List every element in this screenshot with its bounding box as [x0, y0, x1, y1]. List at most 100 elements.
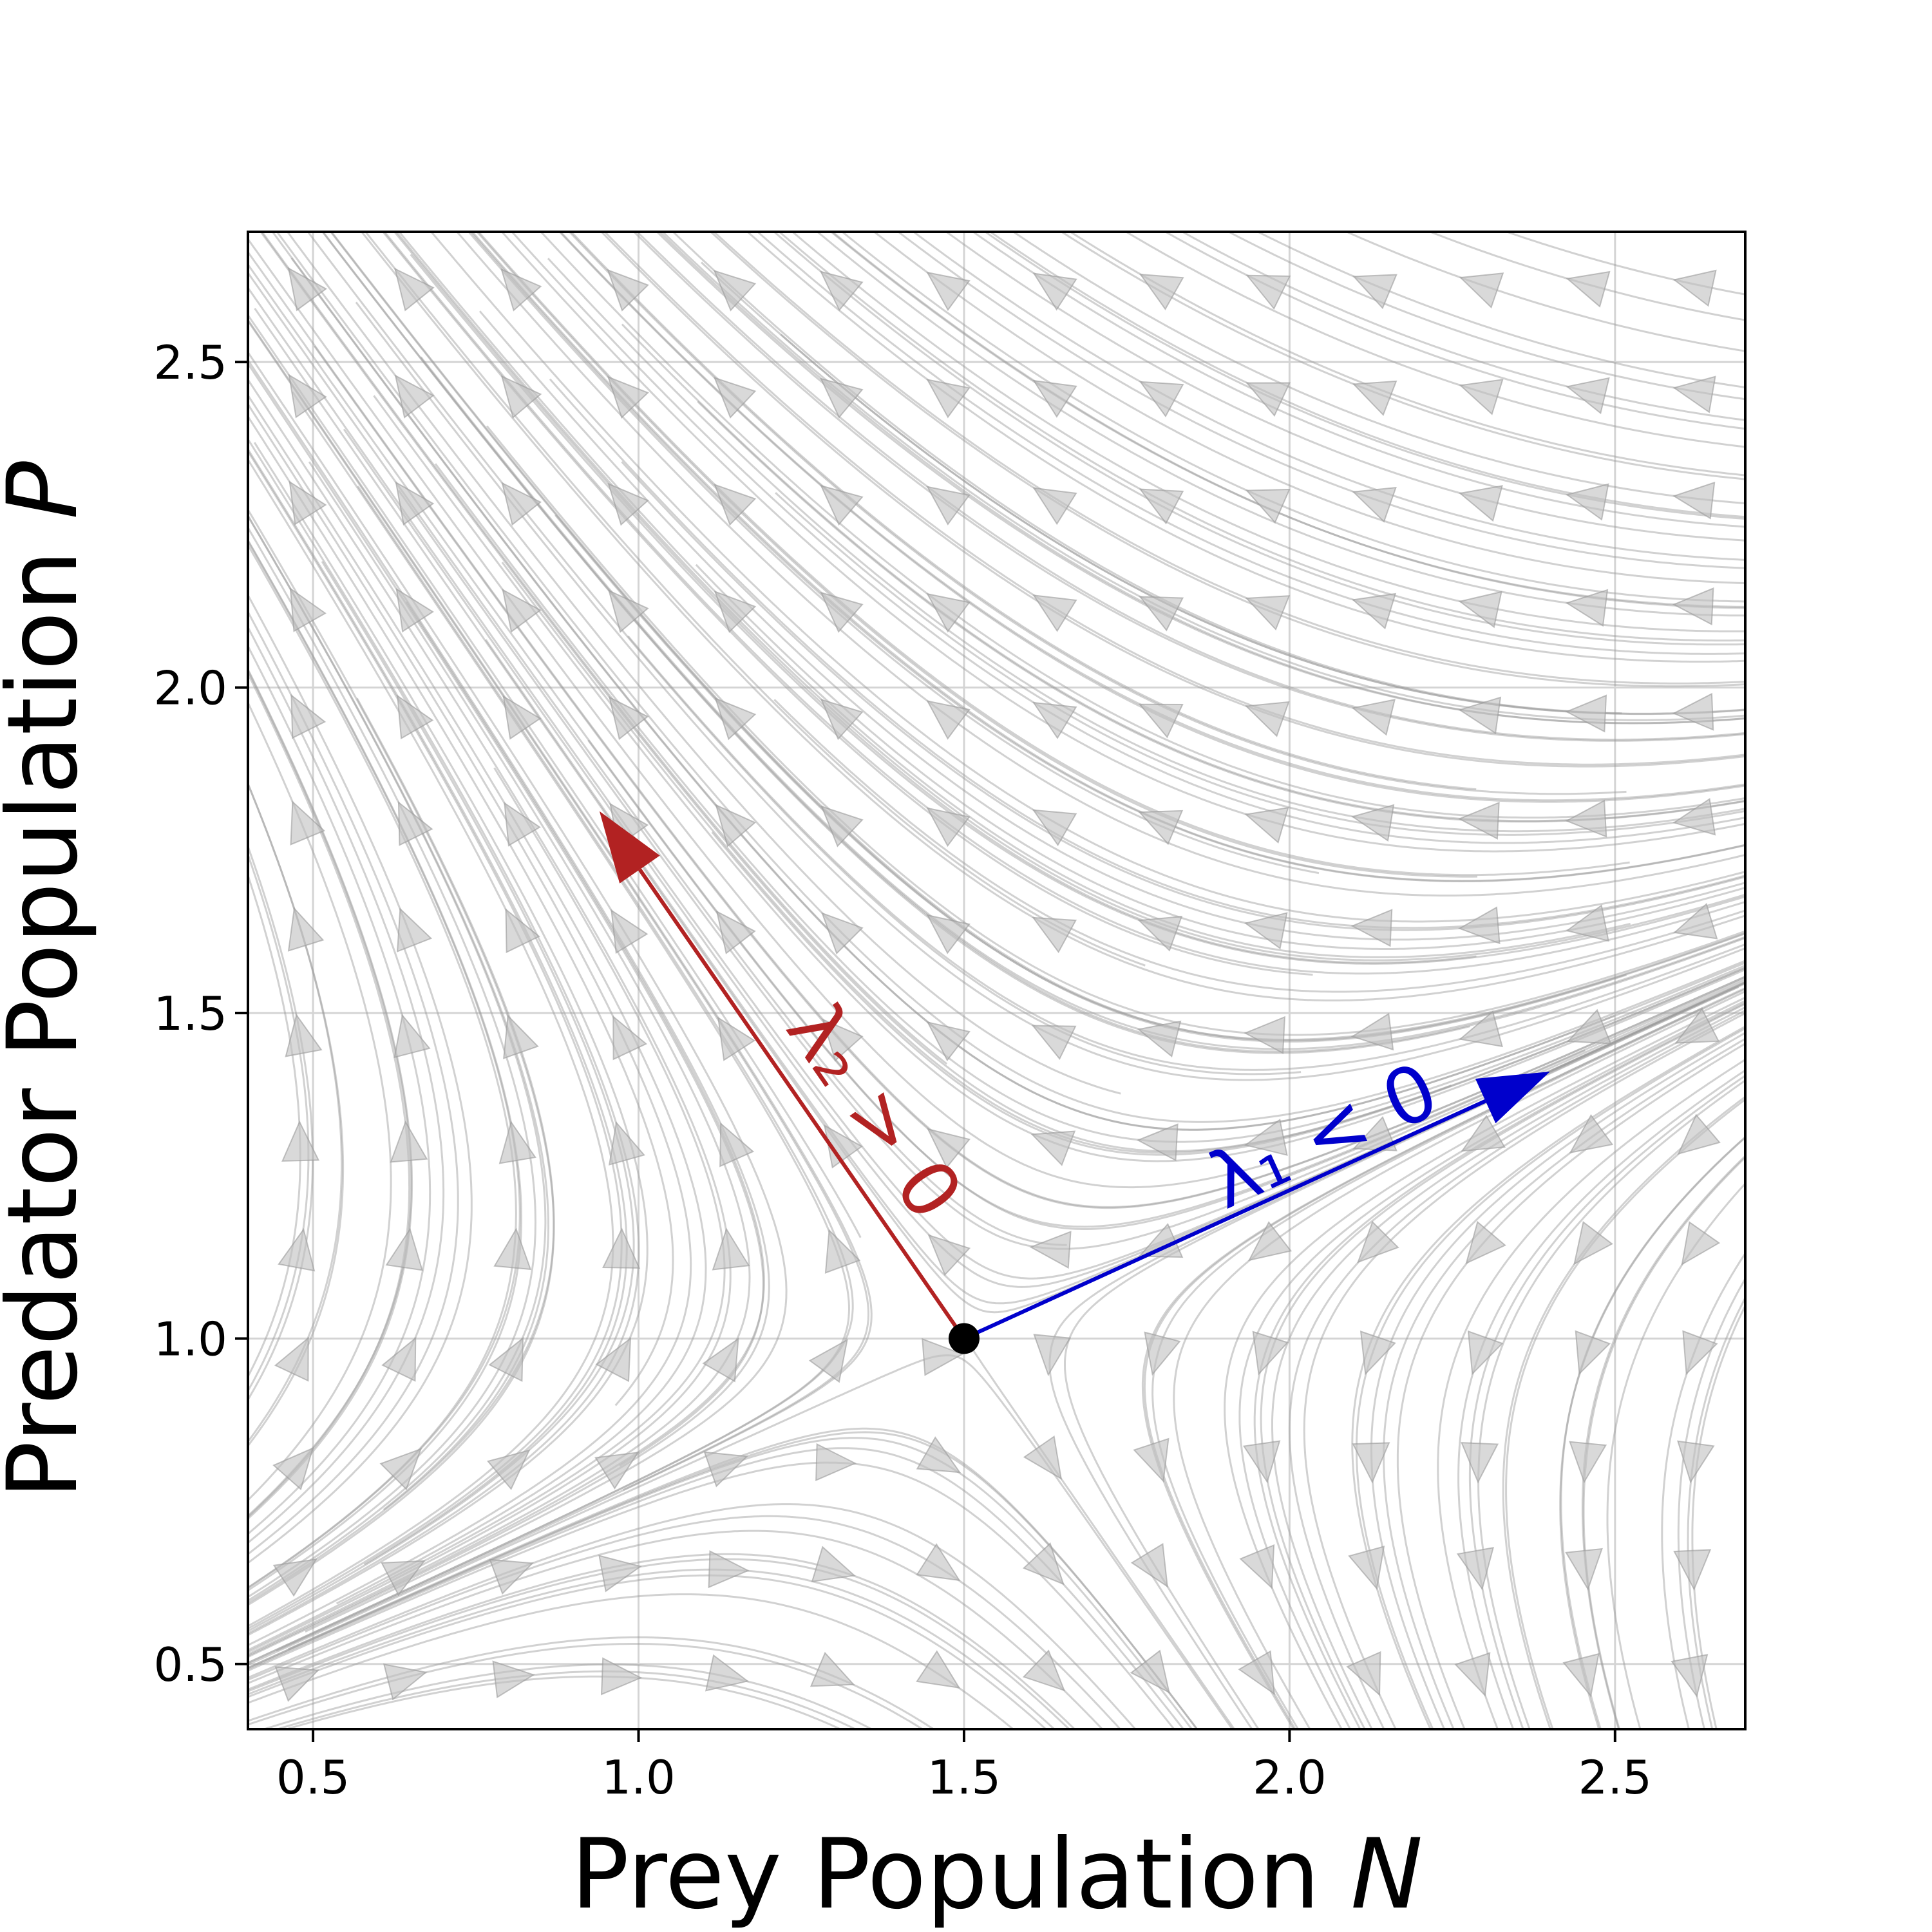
- streamline-32: [248, 543, 517, 1589]
- streamline-27: [364, 232, 1146, 967]
- streamline-31: [248, 514, 547, 1602]
- stream-arrowhead-74: [824, 1229, 861, 1274]
- stream-arrowhead-55: [607, 269, 649, 312]
- stream-arrowhead-114: [1133, 1437, 1170, 1483]
- streamline-0: [248, 1574, 1048, 1729]
- stream-arrowhead-117: [1136, 1123, 1179, 1162]
- stream-arrowhead-66: [714, 591, 757, 633]
- stream-arrowhead-138: [1245, 382, 1291, 417]
- stream-arrowhead-194: [1672, 375, 1716, 413]
- streamline-60: [248, 377, 732, 1653]
- stream-arrowhead-103: [1030, 1130, 1076, 1166]
- stream-arrowhead-64: [715, 804, 757, 848]
- streamline-134: [500, 232, 1745, 853]
- streamline-30: [248, 561, 635, 1633]
- stream-arrowhead-101: [1033, 1334, 1072, 1377]
- stream-arrowhead-167: [1459, 272, 1504, 308]
- stream-arrowhead-25: [395, 481, 435, 526]
- streamline-146: [554, 514, 1745, 1041]
- streamline-114: [1141, 987, 1745, 1729]
- streamline-193: [1011, 232, 1745, 505]
- stream-arrowhead-56: [705, 1654, 750, 1692]
- streamline-164: [791, 232, 1745, 632]
- stream-arrowhead-80: [820, 591, 864, 633]
- stream-arrowhead-109: [1032, 487, 1077, 526]
- streamline-74: [248, 391, 851, 1664]
- streamline-127: [1224, 996, 1745, 1729]
- stream-arrowhead-83: [819, 270, 864, 312]
- streamline-83: [772, 232, 1745, 646]
- streamline-85: [248, 1515, 1122, 1729]
- axis-ticks: 0.5 1.0 1.5 2.0 2.5 0.5 1.0 1.5 2.0 2.5: [153, 336, 1652, 1804]
- streamline-38: [248, 237, 1273, 1189]
- stream-arrowhead-129: [1252, 1331, 1289, 1376]
- stream-arrowhead-81: [820, 484, 864, 526]
- streamline-124: [912, 232, 1745, 561]
- stream-arrowhead-99: [1022, 1542, 1065, 1586]
- streamline-77: [276, 232, 1745, 1123]
- stream-arrowhead-40: [500, 375, 542, 419]
- stream-arrowhead-187: [1677, 1113, 1721, 1155]
- stream-arrowhead-69: [713, 269, 757, 312]
- streamline-61: [248, 358, 770, 1658]
- streamline-25: [248, 270, 1067, 1246]
- streamline-70: [248, 1636, 936, 1729]
- stream-arrowhead-182: [1671, 1654, 1709, 1698]
- x-tick-label-3: 2.0: [1253, 1750, 1327, 1804]
- streamline-169: [1581, 1155, 1745, 1729]
- streamline-33: [248, 538, 522, 1592]
- stream-arrowhead-154: [1454, 1652, 1491, 1697]
- streamline-40: [381, 232, 1313, 976]
- stream-arrowhead-161: [1458, 906, 1501, 945]
- stream-arrowhead-21: [396, 907, 433, 952]
- stream-arrowhead-11: [289, 480, 327, 526]
- streamline-55: [569, 232, 1477, 791]
- stream-arrowhead-104: [1031, 1025, 1077, 1060]
- streamline-44: [248, 601, 765, 1657]
- stream-arrowhead-78: [820, 805, 864, 848]
- stream-arrowhead-22: [397, 800, 433, 846]
- stream-arrowhead-150: [1351, 592, 1397, 630]
- stream-arrowhead-1: [272, 1558, 317, 1597]
- streamline-103: [373, 395, 1745, 1162]
- stream-arrowhead-52: [608, 589, 649, 633]
- streamline-112: [287, 1427, 1198, 1729]
- stream-arrowhead-176: [1565, 799, 1607, 838]
- streamline-115: [1151, 988, 1745, 1729]
- streamline-123: [778, 232, 1745, 642]
- stream-arrowhead-155: [1456, 1547, 1495, 1591]
- y-axis-label-text: Predator Population: [0, 550, 99, 1499]
- streamline-168: [1560, 1135, 1745, 1729]
- stream-arrowhead-186: [1681, 1221, 1721, 1266]
- stream-arrowhead-137: [1245, 488, 1291, 524]
- streamline-78: [330, 232, 1745, 1041]
- stream-arrowhead-108: [1032, 594, 1077, 632]
- streamline-36: [248, 393, 707, 1605]
- streamline-128: [1260, 1003, 1745, 1729]
- stream-arrowhead-175: [1565, 904, 1609, 942]
- stream-arrowhead-86: [916, 1436, 961, 1473]
- streamline-117: [434, 463, 1745, 1143]
- stream-arrowhead-177: [1565, 694, 1607, 733]
- stream-arrowhead-33: [498, 1121, 536, 1164]
- streamline-87: [248, 1354, 1234, 1729]
- stream-arrowhead-92: [926, 807, 971, 848]
- stream-arrowhead-37: [502, 695, 542, 740]
- stream-arrowhead-79: [820, 698, 864, 741]
- stream-arrowhead-54: [607, 375, 649, 419]
- stream-arrowhead-110: [1032, 379, 1077, 418]
- stream-arrowhead-149: [1351, 699, 1396, 736]
- stream-arrowhead-146: [1350, 1012, 1394, 1051]
- stream-arrowhead-162: [1457, 801, 1500, 840]
- streamline-135: [600, 232, 1745, 768]
- streamline-149: [632, 232, 1745, 742]
- stream-arrowhead-123: [1139, 488, 1184, 525]
- stream-arrowhead-75: [824, 1124, 863, 1169]
- stream-arrowhead-133: [1244, 912, 1288, 950]
- stream-arrowhead-151: [1352, 486, 1397, 523]
- streamline-81: [558, 232, 1745, 803]
- stream-arrowhead-98: [1022, 1649, 1066, 1692]
- streamline-39: [307, 232, 1302, 1075]
- streamline-63: [248, 263, 1586, 1230]
